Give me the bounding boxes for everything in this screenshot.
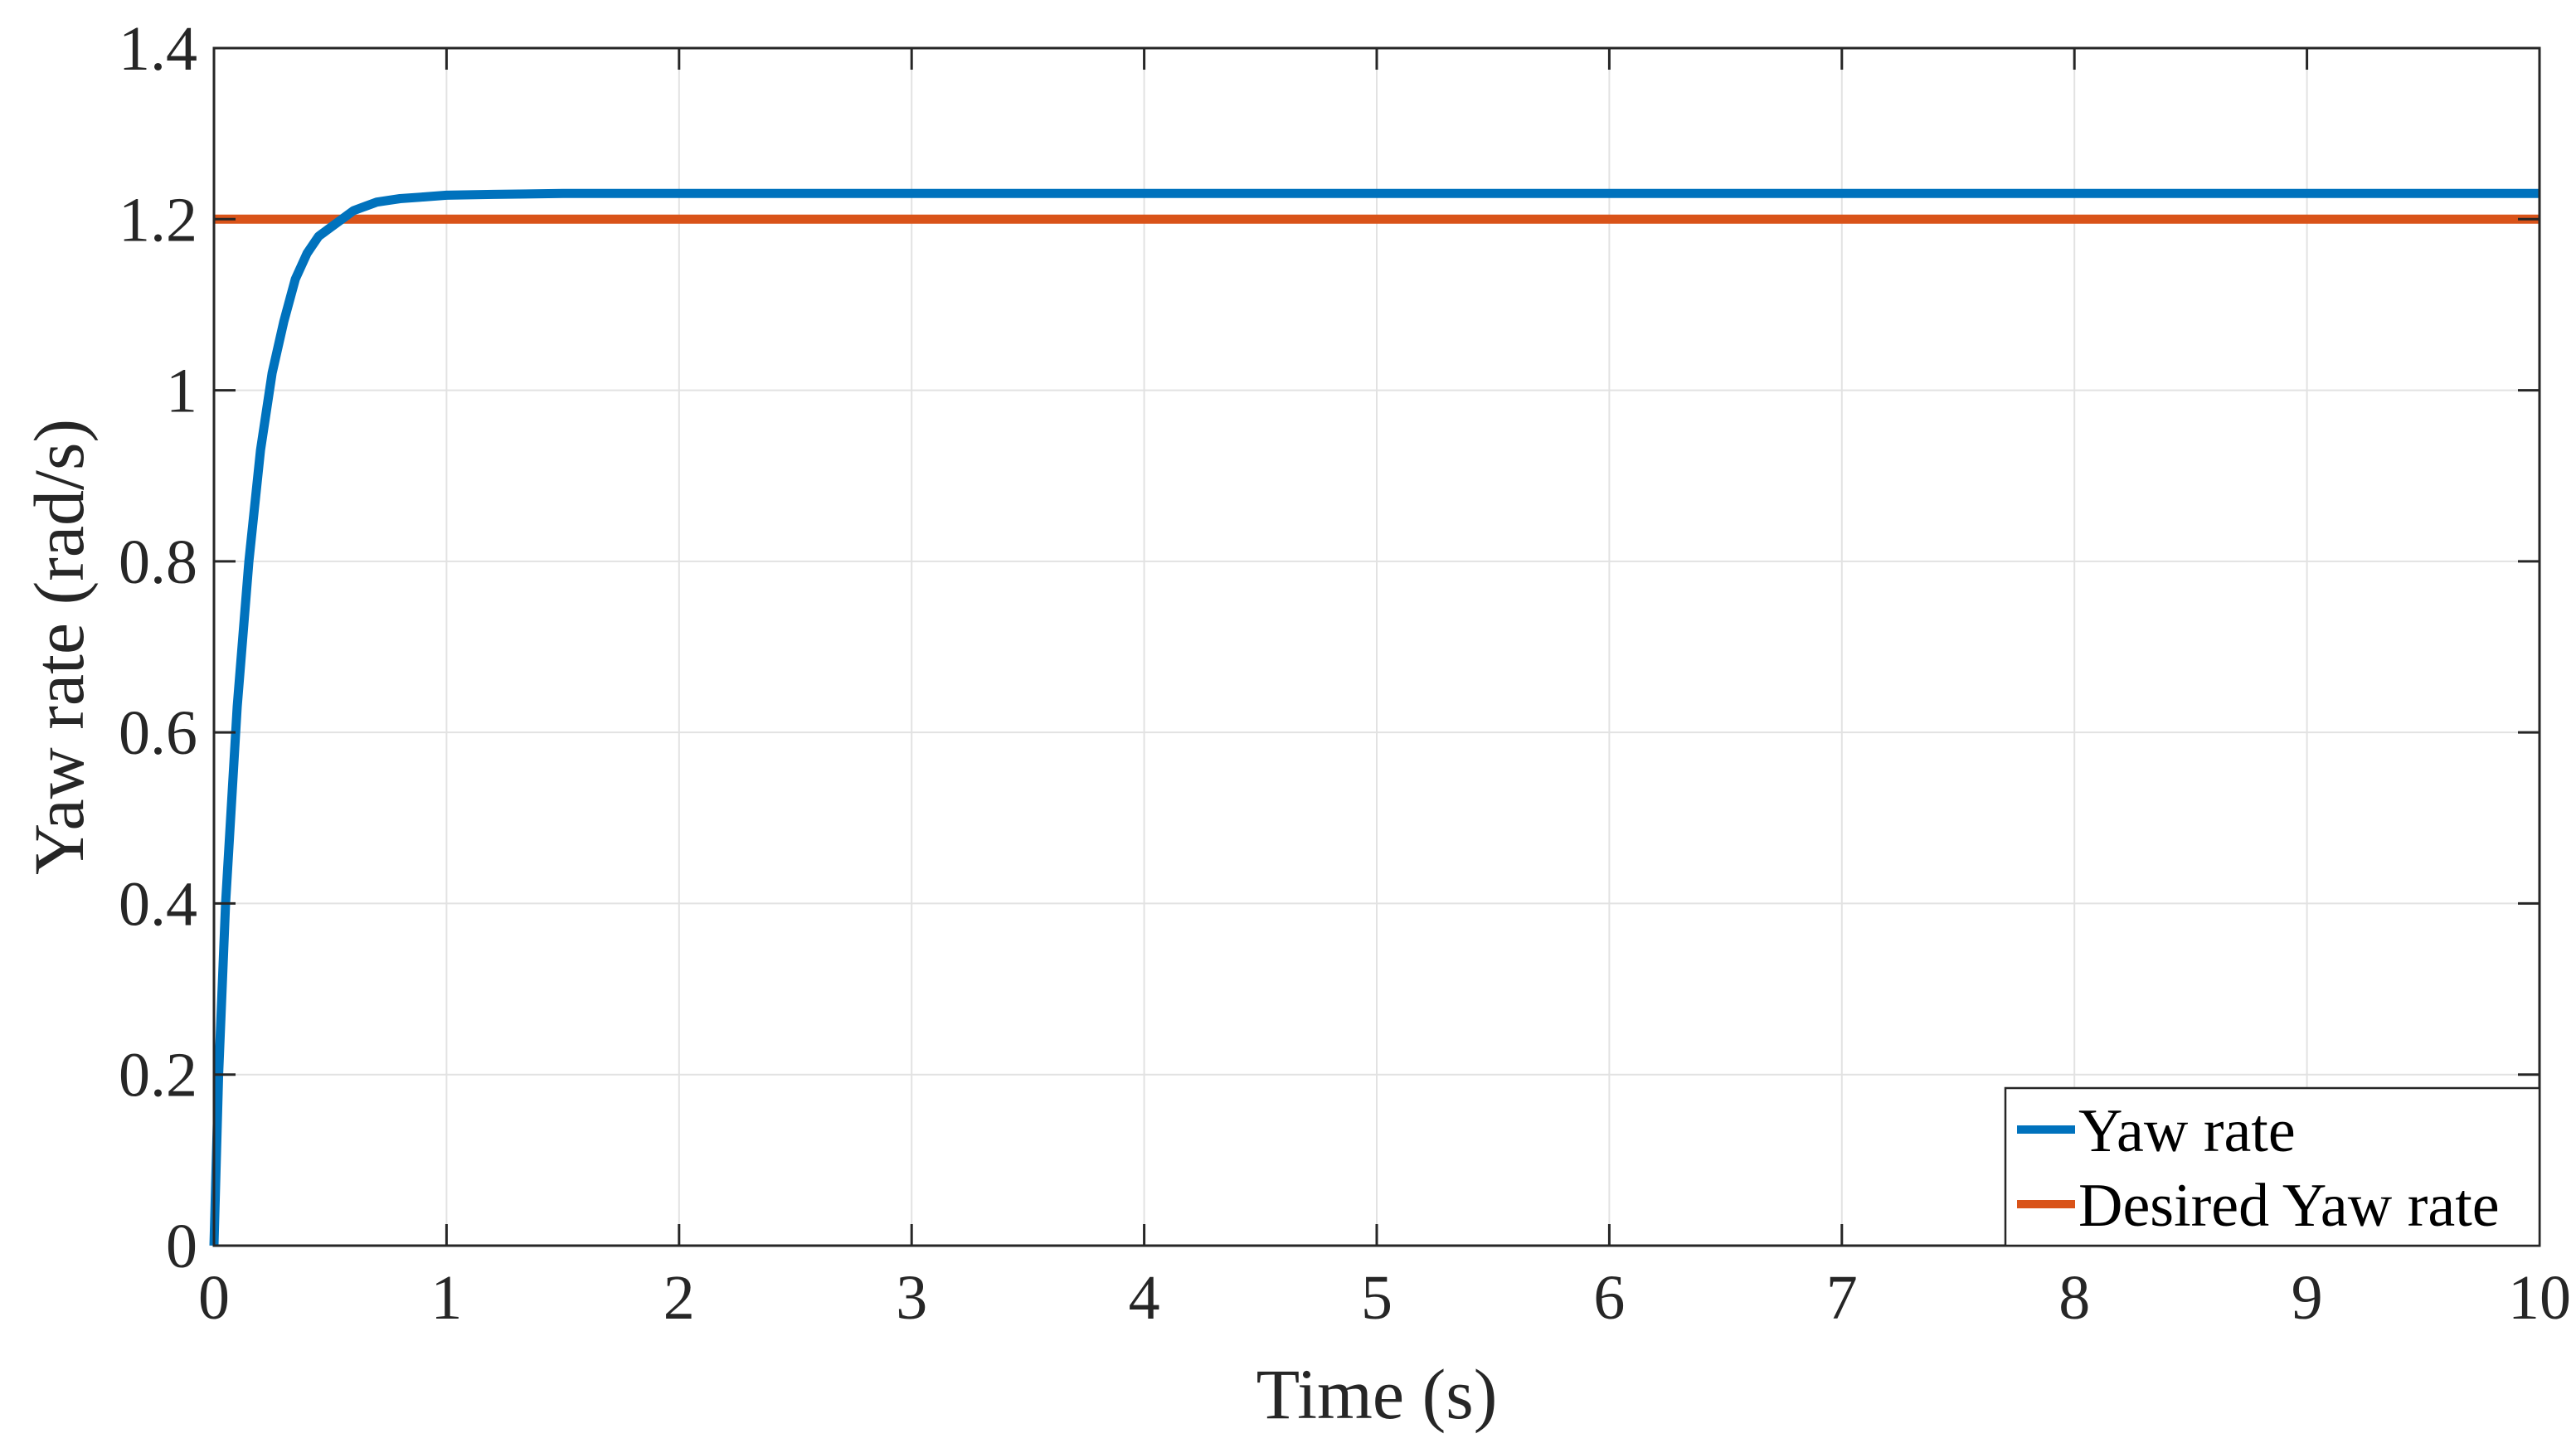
x-tick-label: 5 xyxy=(1361,1263,1392,1333)
y-axis-title: Yaw rate (rad/s) xyxy=(19,419,99,875)
series-lines xyxy=(209,188,2540,1246)
legend: Yaw rate Desired Yaw rate xyxy=(2004,1086,2541,1247)
x-tick-label: 1 xyxy=(430,1263,462,1333)
y-tick-labels: 0 0.2 0.4 0.6 0.8 1 1.2 1.4 xyxy=(119,14,197,1281)
y-tick-label: 0.2 xyxy=(119,1041,197,1110)
legend-box xyxy=(2004,1086,2541,1247)
y-tick-label: 0 xyxy=(166,1212,197,1281)
x-tick-label: 8 xyxy=(2058,1263,2090,1333)
x-tick-label: 0 xyxy=(198,1263,230,1333)
x-tick-label: 9 xyxy=(2292,1263,2323,1333)
x-tick-label: 10 xyxy=(2508,1263,2571,1333)
y-tick-label: 0.8 xyxy=(119,527,197,597)
x-axis-title: Time (s) xyxy=(1256,1354,1498,1434)
y-tick-label: 1.2 xyxy=(119,185,197,255)
x-tick-label: 2 xyxy=(663,1263,695,1333)
grid-lines xyxy=(213,47,2540,1246)
y-tick-label: 1.4 xyxy=(119,14,197,84)
legend-label-yaw-rate: Yaw rate xyxy=(2078,1097,2296,1165)
x-tick-labels: 0 1 2 3 4 5 6 7 8 9 10 xyxy=(198,1263,2571,1333)
y-tick-label: 0.6 xyxy=(119,698,197,768)
y-tick-label: 0.4 xyxy=(119,869,197,939)
x-tick-label: 4 xyxy=(1129,1263,1160,1333)
legend-label-desired-yaw-rate: Desired Yaw rate xyxy=(2078,1172,2500,1240)
series-line-yaw-rate xyxy=(209,188,2540,1246)
x-tick-label: 7 xyxy=(1826,1263,1858,1333)
y-tick-label: 1 xyxy=(166,357,197,426)
x-tick-label: 6 xyxy=(1593,1263,1625,1333)
x-tick-label: 3 xyxy=(896,1263,927,1333)
